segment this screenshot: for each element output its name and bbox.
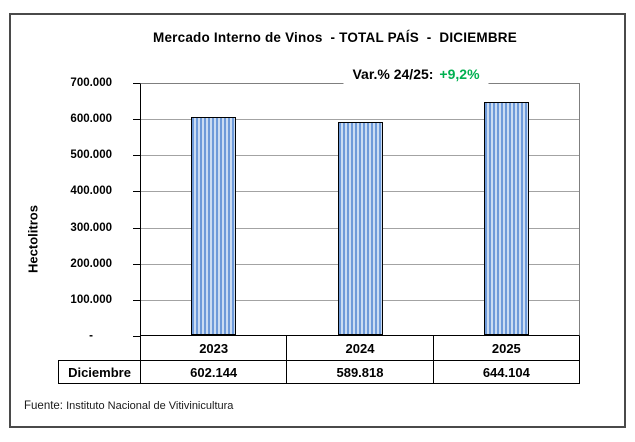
value-cell: 589.818 bbox=[287, 361, 434, 383]
y-tick-mark bbox=[133, 264, 140, 265]
y-tick-label: 300.000 bbox=[70, 222, 112, 234]
variation-label: Var.% 24/25: bbox=[352, 66, 434, 82]
y-tick-mark bbox=[133, 300, 140, 301]
variation-value: +9,2% bbox=[439, 66, 480, 82]
x-axis-category-row: 2023 2024 2025 bbox=[140, 336, 580, 360]
plot-area bbox=[140, 83, 580, 336]
y-tick-label: 500.000 bbox=[70, 149, 112, 161]
y-tick-label: 100.000 bbox=[70, 294, 112, 306]
row-label-cell: Diciembre bbox=[59, 361, 141, 383]
gridline bbox=[141, 119, 579, 120]
y-tick-label: 600.000 bbox=[70, 113, 112, 125]
bar-2025 bbox=[484, 102, 529, 335]
source-prefix: Fuente: bbox=[24, 400, 63, 412]
source-text: Instituto Nacional de Vitivinicultura bbox=[66, 400, 234, 412]
y-tick-mark bbox=[133, 191, 140, 192]
chart-title: Mercado Interno de Vinos - TOTAL PAÍS - … bbox=[153, 30, 517, 45]
bar-2023 bbox=[191, 117, 236, 335]
y-tick-mark bbox=[133, 336, 140, 337]
outer-frame bbox=[9, 13, 626, 428]
value-cell: 644.104 bbox=[482, 364, 530, 380]
y-tick-mark bbox=[133, 228, 140, 229]
y-tick-label: 200.000 bbox=[70, 258, 112, 270]
category-cell: 2025 bbox=[491, 340, 521, 356]
category-cell: 2023 bbox=[141, 336, 288, 360]
y-tick-mark bbox=[133, 119, 140, 120]
y-tick-label: 700.000 bbox=[70, 77, 112, 89]
data-table-row: Diciembre 602.144 589.818 644.104 bbox=[58, 360, 580, 384]
y-tick-mark bbox=[133, 83, 140, 84]
category-cell: 2024 bbox=[287, 336, 434, 360]
y-tick-mark bbox=[133, 155, 140, 156]
variation-annotation: Var.% 24/25: +9,2% bbox=[343, 63, 489, 89]
bar-2024 bbox=[338, 122, 383, 335]
value-cell: 602.144 bbox=[141, 361, 288, 383]
source-note: Fuente: Instituto Nacional de Vitivinicu… bbox=[24, 400, 233, 412]
y-tick-label: - bbox=[89, 330, 93, 342]
y-tick-label: 400.000 bbox=[70, 185, 112, 197]
